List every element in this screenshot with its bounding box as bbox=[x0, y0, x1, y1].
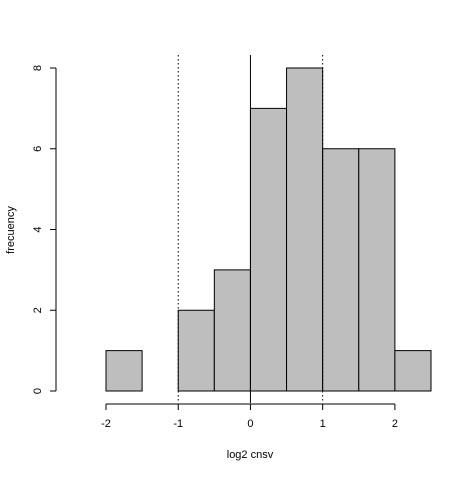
y-tick-label: 8 bbox=[32, 65, 44, 71]
histogram-bar bbox=[105, 350, 143, 392]
histogram-bar bbox=[177, 309, 215, 392]
x-axis-label: log2 cnsv bbox=[227, 449, 274, 461]
reference-lines-layer bbox=[177, 55, 324, 403]
y-tick-label: 0 bbox=[32, 388, 44, 394]
x-tick-label: 2 bbox=[392, 418, 398, 430]
x-tick-label: -2 bbox=[101, 418, 111, 430]
y-tick-label: 6 bbox=[32, 146, 44, 152]
x-tick-label: 0 bbox=[247, 418, 253, 430]
x-tick-label: 1 bbox=[320, 418, 326, 430]
y-tick-label: 2 bbox=[32, 307, 44, 313]
y-axis-label: frecuency bbox=[5, 206, 17, 254]
y-tick-label: 4 bbox=[32, 226, 44, 232]
histogram-bar bbox=[358, 148, 396, 392]
histogram-bar bbox=[213, 269, 251, 392]
histogram-bar bbox=[322, 148, 360, 392]
histogram-bar bbox=[286, 67, 324, 392]
bars-layer bbox=[105, 67, 432, 392]
histogram-bar bbox=[394, 350, 432, 392]
axes-layer: -2 -1 0 1 2 0 2 4 6 8 bbox=[32, 65, 398, 430]
histogram-bar bbox=[249, 107, 288, 392]
x-tick-label: -1 bbox=[173, 418, 183, 430]
